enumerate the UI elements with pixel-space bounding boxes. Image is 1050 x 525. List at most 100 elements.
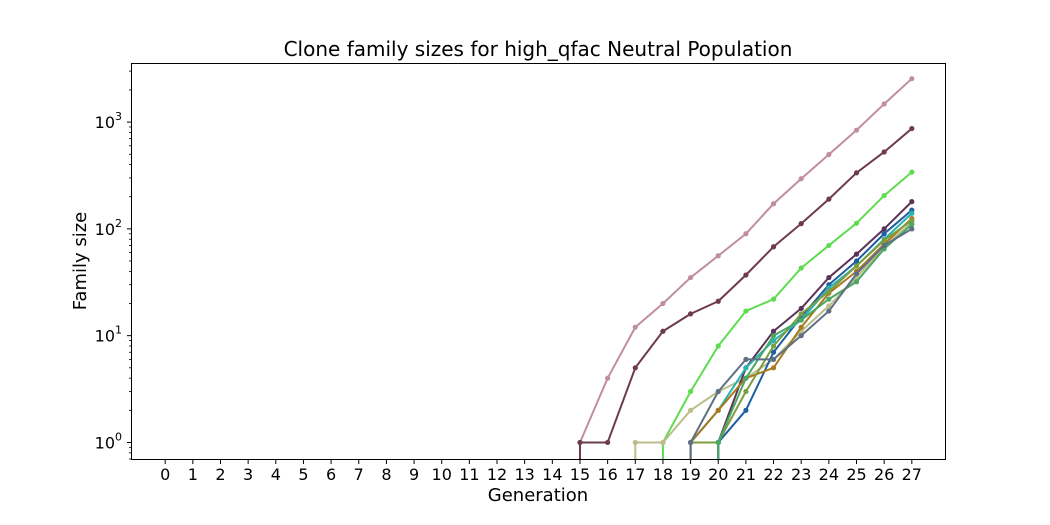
- y-tick-label: 101: [95, 324, 122, 346]
- series-3: [660, 169, 915, 459]
- data-point: [715, 298, 721, 304]
- x-tick-label: 10: [432, 465, 452, 484]
- y-axis-label: Family size: [70, 212, 91, 311]
- data-point: [853, 271, 860, 277]
- data-point: [660, 300, 666, 307]
- data-point: [853, 251, 860, 257]
- data-point: [770, 201, 777, 207]
- x-tick-label: 26: [874, 465, 894, 484]
- data-point: [909, 125, 915, 132]
- x-tick-label: 13: [514, 465, 534, 484]
- data-point: [909, 217, 915, 224]
- data-point: [577, 439, 583, 446]
- x-tick-label: 20: [708, 465, 728, 484]
- data-point: [909, 199, 915, 205]
- series-1: [577, 76, 915, 459]
- x-tick-label: 6: [326, 465, 336, 484]
- x-tick-label: 7: [354, 465, 364, 484]
- series-line: [662, 171, 913, 443]
- data-point: [743, 356, 749, 362]
- data-point: [881, 242, 887, 249]
- data-point: [798, 265, 804, 271]
- y-tick-label: 100: [95, 430, 122, 452]
- data-point: [798, 221, 804, 227]
- x-tick-label: 16: [597, 465, 617, 484]
- data-point: [770, 328, 777, 334]
- data-point: [798, 311, 804, 317]
- data-point: [826, 196, 832, 202]
- data-point: [743, 375, 749, 381]
- x-tick-label: 22: [763, 465, 783, 484]
- data-point: [743, 388, 749, 395]
- plot-area: [577, 76, 915, 459]
- data-point: [826, 308, 832, 314]
- data-point: [770, 365, 777, 371]
- data-point: [826, 242, 832, 249]
- x-tick-label: 21: [736, 465, 756, 484]
- series-line: [717, 200, 913, 443]
- data-point: [909, 221, 915, 228]
- x-tick-label: 0: [160, 465, 170, 484]
- data-point: [715, 407, 721, 413]
- data-point: [798, 333, 804, 339]
- y-tick-label: 102: [95, 217, 122, 239]
- data-point: [770, 343, 777, 349]
- series-line: [579, 127, 913, 444]
- x-tick-label: 11: [459, 465, 479, 484]
- y-tick-label: 103: [95, 110, 122, 132]
- data-point: [798, 305, 804, 312]
- data-point: [687, 388, 694, 395]
- data-point: [715, 439, 721, 446]
- axes-frame: [131, 63, 946, 460]
- data-point: [715, 388, 721, 395]
- x-tick-label: 8: [381, 465, 391, 484]
- x-tick-label: 19: [680, 465, 700, 484]
- data-point: [881, 149, 887, 155]
- data-point: [660, 439, 666, 446]
- data-point: [715, 253, 721, 259]
- data-point: [687, 407, 694, 413]
- data-point: [826, 303, 832, 309]
- data-point: [853, 220, 860, 226]
- x-tick-label: 18: [653, 465, 673, 484]
- data-point: [826, 274, 832, 281]
- data-point: [770, 356, 777, 362]
- data-point: [826, 288, 832, 294]
- data-point: [853, 279, 860, 285]
- series-11: [687, 226, 915, 459]
- data-point: [687, 274, 694, 281]
- x-tick-label: 23: [791, 465, 811, 484]
- data-point: [853, 258, 860, 264]
- chart-title: Clone family sizes for high_qfac Neutral…: [284, 37, 793, 61]
- x-tick-label: 1: [188, 465, 198, 484]
- x-axis-label: Generation: [488, 485, 588, 506]
- data-point: [605, 375, 611, 381]
- data-point: [881, 231, 887, 237]
- series-line: [717, 209, 913, 444]
- data-point: [798, 324, 804, 330]
- data-point: [632, 439, 638, 446]
- data-point: [605, 439, 611, 446]
- data-point: [909, 226, 915, 232]
- x-tick-label: 5: [298, 465, 308, 484]
- data-point: [881, 237, 887, 244]
- series-line: [717, 223, 913, 443]
- data-point: [798, 317, 804, 323]
- data-point: [743, 231, 749, 237]
- data-point: [770, 349, 777, 355]
- data-point: [798, 176, 804, 182]
- x-tick-label: 14: [542, 465, 562, 484]
- data-point: [743, 365, 749, 371]
- x-tick-label: 15: [570, 465, 590, 484]
- data-point: [826, 151, 832, 158]
- data-point: [715, 343, 721, 349]
- data-point: [881, 101, 887, 107]
- data-point: [687, 311, 694, 317]
- series-2: [577, 125, 915, 459]
- x-tick-label: 27: [902, 465, 922, 484]
- x-tick-label: 3: [243, 465, 253, 484]
- data-point: [660, 328, 666, 334]
- data-point: [826, 296, 832, 302]
- data-point: [770, 333, 777, 339]
